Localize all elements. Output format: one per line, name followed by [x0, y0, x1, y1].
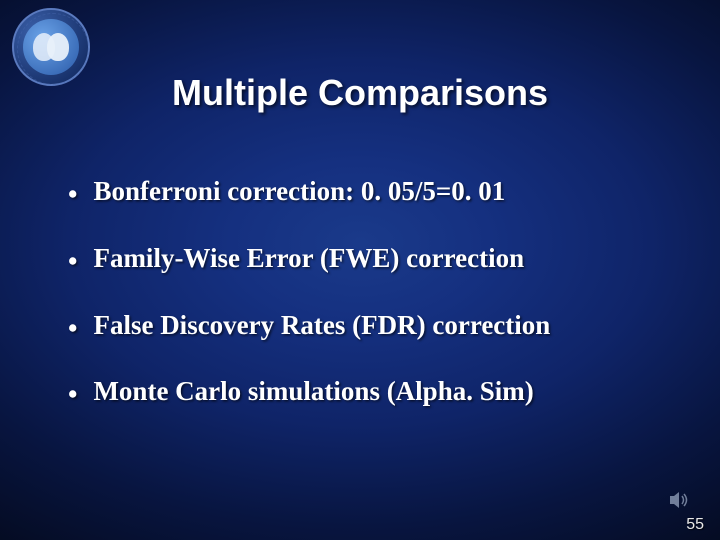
bullet-item: • Bonferroni correction: 0. 05/5=0. 01	[68, 175, 680, 209]
page-number: 55	[686, 516, 704, 534]
bullet-text: False Discovery Rates (FDR) correction	[93, 309, 680, 343]
slide-title: Multiple Comparisons	[0, 72, 720, 114]
bullet-dot: •	[68, 309, 77, 342]
bullet-list: • Bonferroni correction: 0. 05/5=0. 01 • Fa…	[68, 175, 680, 442]
bullet-text: Monte Carlo simulations (Alpha. Sim)	[93, 375, 680, 409]
speaker-icon	[668, 490, 690, 510]
bullet-item: • False Discovery Rates (FDR) correction	[68, 309, 680, 343]
bullet-text: Bonferroni correction: 0. 05/5=0. 01	[93, 175, 680, 209]
bullet-item: • Monte Carlo simulations (Alpha. Sim)	[68, 375, 680, 409]
bullet-item: • Family-Wise Error (FWE) correction	[68, 242, 680, 276]
bullet-text: Family-Wise Error (FWE) correction	[93, 242, 680, 276]
bullet-dot: •	[68, 175, 77, 208]
bullet-dot: •	[68, 375, 77, 408]
bullet-dot: •	[68, 242, 77, 275]
